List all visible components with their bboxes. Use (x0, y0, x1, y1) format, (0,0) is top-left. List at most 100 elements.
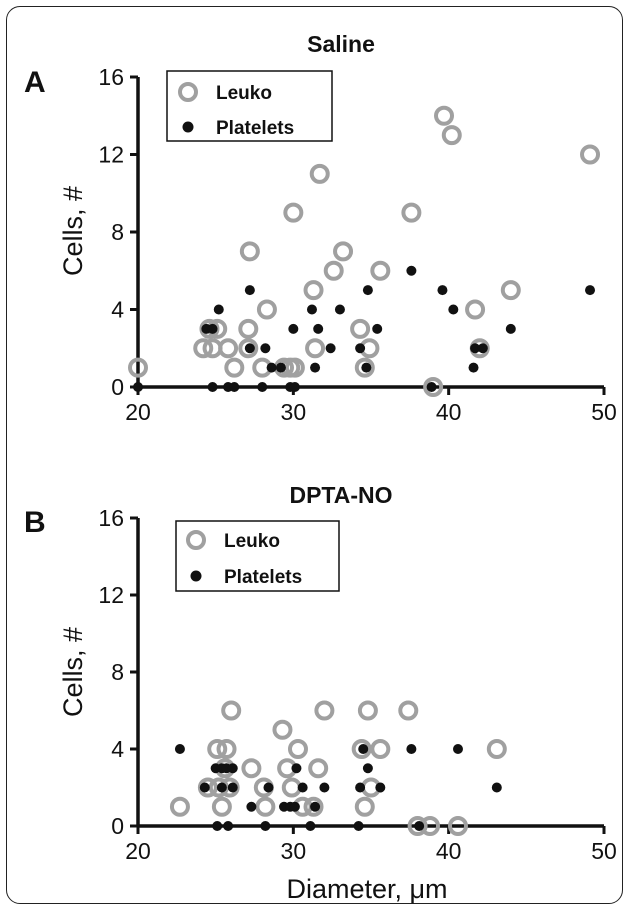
panel-b-leuko-point (216, 739, 237, 759)
panel-b-platelets-point (223, 821, 234, 831)
panel-a-platelets-point (372, 323, 383, 334)
panel-a-x-tick-label: 50 (591, 399, 617, 425)
panel-b: B DPTA-NO Cells, # Diameter, μm 0 4 8 12 16 2… (24, 482, 617, 904)
panel-b-leuko-point (314, 700, 335, 721)
panel-b-leuko-point (255, 796, 276, 817)
panel-b-platelets-point (406, 744, 417, 754)
panel-b-leuko-point (398, 700, 419, 721)
panel-b-platelets-point (212, 821, 223, 831)
panel-a-platelets-point (361, 362, 372, 373)
panel-a-platelets-point (257, 382, 268, 392)
panel-b-platelets-point (216, 782, 227, 793)
panel-a-x-tick-label: 30 (281, 399, 307, 425)
panel-a-leuko-point (193, 338, 214, 359)
panel-b-x-tick-label: 40 (436, 838, 462, 864)
panel-a-platelets-point (289, 382, 300, 392)
panel-a-leuko-point (350, 318, 371, 339)
panel-a-leuko-point (323, 260, 344, 281)
panel-a-leuko-point (370, 260, 391, 281)
panel-a-leuko-point (441, 125, 462, 146)
panel-a-platelets-point (437, 285, 448, 296)
panel-b-x-axis-label: Diameter, μm (286, 874, 447, 904)
panel-b-platelets-point (297, 782, 308, 793)
panel-a-leuko-point (465, 299, 486, 320)
panel-a-title: Saline (307, 31, 375, 57)
panel-b-legend-leuko-label: Leuko (224, 531, 280, 552)
panel-b-leuko-point (370, 739, 391, 759)
panel-a-leuko-point (239, 241, 260, 262)
panel-a-leuko-point (333, 241, 354, 262)
panel-b-platelets-point (414, 821, 425, 831)
panel-a-platelets-point (244, 343, 255, 354)
panel-b-platelets-point (319, 782, 330, 793)
panel-b-leuko-point (241, 758, 262, 779)
panel-a-legend-platelets-marker (182, 121, 194, 133)
panel-a-platelets-point (585, 285, 596, 296)
panel-b-leuko-point (287, 739, 308, 759)
panel-a-x-tick-label: 20 (125, 399, 151, 425)
panel-a-leuko-point (354, 357, 375, 378)
panel-b-leuko-point (357, 700, 378, 721)
panel-b-y-tick-label: 0 (111, 813, 124, 839)
panel-a-platelets-point (505, 323, 516, 334)
panel-a-platelets-point (448, 304, 459, 315)
panel-b-platelets-point (355, 782, 366, 793)
panel-a-legend-box (166, 70, 333, 142)
panel-a-y-tick-label: 8 (111, 219, 124, 245)
panel-a-platelets-point (468, 362, 479, 373)
panel-b-x-tick-label: 30 (281, 838, 307, 864)
panel-a-platelets-point (229, 382, 240, 392)
panel-b-legend-leuko-marker (186, 530, 206, 550)
panel-b-tick-labels: 0 4 8 12 16 20 30 40 50 (98, 505, 616, 864)
panel-a-platelets-point (477, 343, 488, 354)
panel-b-legend: Leuko Platelets (175, 520, 340, 592)
panel-b-platelets-point (260, 821, 271, 831)
panel-b-platelets-point (452, 744, 463, 754)
panel-b-platelets-point (491, 782, 502, 793)
panel-b-leuko-point (169, 796, 190, 817)
panel-a-leuko-point (256, 299, 277, 320)
panel-a-platelets-point (207, 382, 218, 392)
panel-a-leuko-point (500, 280, 521, 301)
panel-a-platelets-point (325, 343, 336, 354)
panel-b-platelets-point (199, 782, 210, 793)
panel-a-leuko-point (305, 338, 326, 359)
panel-b-platelets-point (227, 763, 238, 774)
panel-b-platelets-point (246, 801, 257, 812)
figure-frame (6, 6, 623, 904)
panel-a-leuko-point (218, 338, 239, 359)
panel-b-title: DPTA-NO (289, 482, 392, 508)
panel-b-platelets-point (310, 801, 321, 812)
panel-b-letter: B (24, 506, 46, 539)
panel-b-y-tick-label: 4 (111, 736, 124, 762)
panel-a-platelets-point (260, 343, 271, 354)
panel-b-platelets-point (305, 821, 316, 831)
panel-a-y-tick-label: 4 (111, 297, 124, 323)
panel-b-x-tick-label: 20 (125, 838, 151, 864)
panel-a-leuko-point (303, 280, 324, 301)
panel-a-leuko-point (434, 105, 455, 126)
panel-b-leuko-point (211, 796, 232, 817)
panel-b-platelets-point (263, 782, 274, 793)
panel-b-data-points (169, 700, 507, 836)
panel-a-platelets-point (275, 362, 286, 373)
panel-a-platelets-point (306, 304, 317, 315)
panel-a-tick-labels: 0 4 8 12 16 20 30 40 50 (98, 64, 616, 425)
panel-a-legend-platelets-label: Platelets (216, 118, 294, 139)
panel-b-platelets-point (358, 744, 369, 754)
panel-b-x-tick-label: 50 (591, 838, 617, 864)
panel-a-leuko-point (238, 318, 259, 339)
panel-a-platelets-point (313, 323, 324, 334)
panel-a-x-tick-label: 40 (436, 399, 462, 425)
panel-b-leuko-point (354, 796, 375, 817)
panel-b-legend-platelets-label: Platelets (224, 567, 302, 588)
panel-a-leuko-point (224, 357, 245, 378)
panel-b-leuko-point (486, 739, 507, 759)
panel-a-leuko-point (309, 163, 330, 184)
panel-a-platelets-point (207, 323, 218, 334)
panel-b-y-tick-label: 12 (98, 582, 124, 608)
panel-a-platelets-point (334, 304, 345, 315)
panel-a-platelets-point (288, 323, 299, 334)
panel-a-legend: Leuko Platelets (166, 70, 333, 142)
